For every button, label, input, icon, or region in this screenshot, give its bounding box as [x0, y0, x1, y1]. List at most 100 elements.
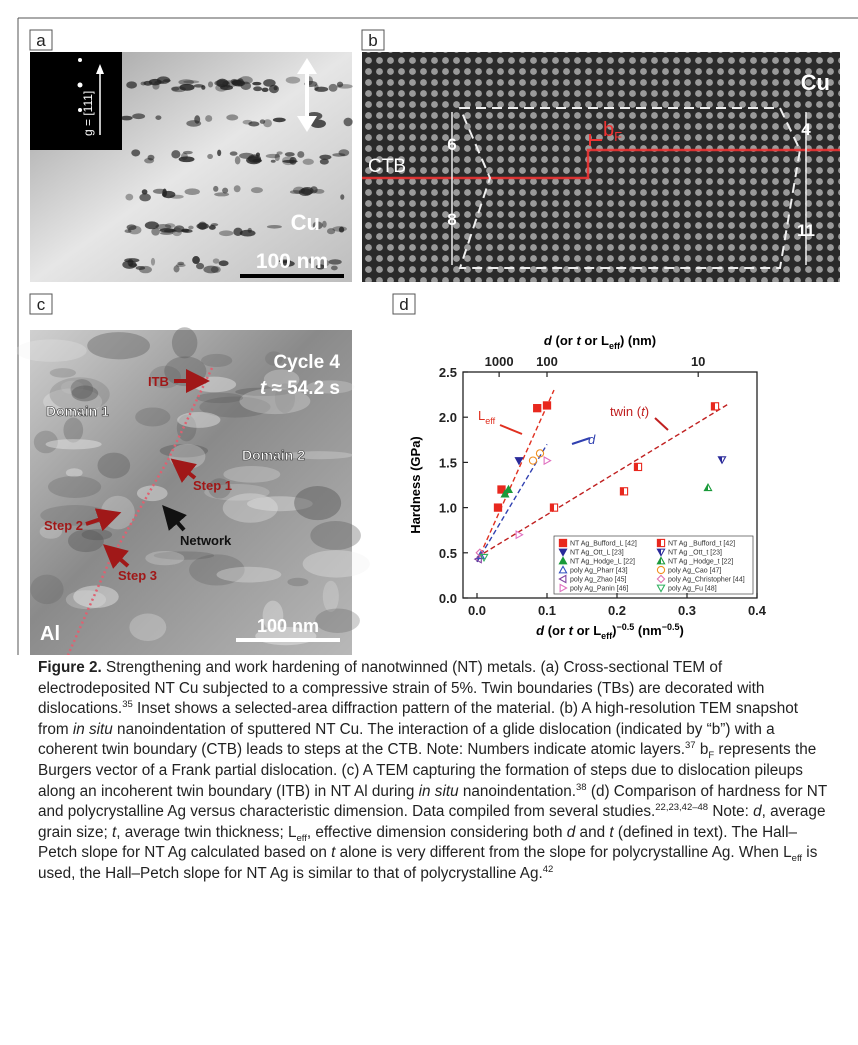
data-point	[529, 457, 536, 464]
step-label: Step 1	[193, 478, 232, 493]
legend-entry: poly Ag_Christopher [44]	[657, 575, 744, 583]
caption-text: , effective dimension considering both	[307, 824, 567, 841]
material-label: Al	[40, 623, 60, 645]
x-axis-label: d (or t or Leff)−0.5 (nm−0.5)	[536, 622, 684, 641]
inset-label: g = [111]	[81, 91, 95, 136]
panel-d: d Hardness (GPa) d (or t or Leff)−0.5 (n…	[393, 294, 767, 641]
legend-label: poly Ag_Pharr [43]	[570, 568, 628, 575]
panel-label: d	[399, 295, 408, 314]
fit-line	[477, 404, 729, 558]
scale-label: 100 nm	[256, 250, 328, 273]
y-tick-label: 2.5	[439, 365, 457, 380]
legend-swatch	[559, 539, 566, 546]
top-tick-label: 1000	[485, 354, 514, 369]
page: { "panels": { "a": {"label": "a", "inset…	[0, 0, 858, 1045]
caption-text: nanoindentation.	[459, 783, 576, 800]
legend-label: poly Ag_Christopher [44]	[668, 577, 745, 584]
data-point	[704, 484, 711, 490]
legend-entry: NT Ag _Ott_t [23]	[657, 549, 722, 556]
scale-label: 100 nm	[257, 616, 319, 636]
data-point	[711, 403, 718, 410]
legend-label: NT Ag _Ott_t [23]	[668, 550, 722, 557]
itb-label: ITB	[148, 374, 169, 389]
citation: 42	[543, 864, 554, 875]
data-point	[494, 504, 501, 511]
domain-label: Domain 1	[46, 403, 109, 419]
network-label: Network	[180, 533, 232, 548]
y-tick-label: 1.5	[439, 455, 457, 470]
legend-entry: NT Ag _Hodge_t [22]	[657, 557, 733, 565]
caption-text: , average twin thickness; L	[116, 824, 296, 841]
panel-label: c	[37, 295, 46, 314]
legend-label: poly Ag_Cao [47]	[668, 568, 721, 575]
panel-c: c Cycle 4 t ≈ 54.2 s ITB Domain 1 Domain…	[16, 294, 370, 655]
panel-b: b Cu CTB bF 6 8 4 11	[362, 30, 840, 282]
legend-label: NT Ag_Bufford_L [42]	[570, 541, 637, 548]
cycle-label: Cycle 4	[273, 352, 340, 373]
caption-italic: in situ	[419, 783, 459, 800]
domain-label: Domain 2	[242, 447, 305, 463]
layer-count: 11	[797, 221, 815, 240]
legend-label: NT Ag_Hodge_L [22]	[570, 559, 635, 566]
step-label: Step 3	[118, 568, 157, 583]
material-label: Cu	[291, 210, 320, 235]
time-label: t ≈ 54.2 s	[260, 378, 340, 399]
citation: 38	[576, 781, 587, 792]
fit-label: Leff	[478, 408, 496, 426]
hrtem-image	[362, 52, 840, 282]
panel-label: a	[36, 31, 46, 50]
data-point	[543, 402, 550, 409]
legend-swatch	[657, 539, 664, 546]
data-point	[544, 457, 550, 464]
citation: 35	[122, 699, 133, 710]
subscript: eff	[792, 853, 802, 864]
y-tick-label: 1.0	[439, 501, 457, 516]
caption-text: Note:	[708, 803, 753, 820]
legend-label: NT Ag _Bufford_t [42]	[668, 541, 735, 548]
x-tick-label: 0.1	[538, 603, 556, 618]
legend-entry: poly Ag_Panin [46]	[560, 584, 628, 592]
caption-italic: in situ	[73, 721, 113, 738]
material-label: Cu	[801, 70, 830, 95]
data-point	[550, 504, 557, 511]
caption-text: nanoindentation of sputtered NT Cu. The …	[38, 721, 775, 759]
step-label: Step 2	[44, 518, 83, 533]
y-axis-label: Hardness (GPa)	[408, 436, 423, 534]
top-tick-label: 10	[691, 354, 705, 369]
inset	[30, 52, 122, 150]
fit-label: twin (t)	[610, 404, 649, 419]
y-tick-label: 2.0	[439, 410, 457, 425]
layer-count: 6	[447, 135, 456, 154]
top-tick-label: 100	[536, 354, 558, 369]
legend-entry: NT Ag_Ott_L [23]	[559, 549, 623, 556]
figure: a g = [111] Cu 100 nm b Cu CTB bF 6 8 4 …	[0, 0, 858, 655]
layer-count: 8	[447, 210, 456, 229]
x-tick-label: 0.0	[468, 603, 486, 618]
caption-text: and	[575, 824, 609, 841]
legend-entry: poly Ag_Zhao [45]	[559, 575, 626, 583]
legend-entry: NT Ag_Bufford_L [42]	[559, 539, 636, 547]
x-tick-label: 0.3	[678, 603, 696, 618]
data-point	[620, 488, 627, 495]
legend-label: poly Ag_Zhao [45]	[570, 577, 626, 584]
subscript: eff	[296, 833, 306, 844]
citation: 22,23,42–48	[655, 802, 708, 813]
y-tick-label: 0.0	[439, 591, 457, 606]
legend-entry: NT Ag_Hodge_L [22]	[559, 557, 635, 565]
legend-label: NT Ag _Hodge_t [22]	[668, 559, 733, 566]
data-point	[634, 463, 641, 470]
ctb-label: CTB	[368, 156, 406, 177]
x-tick-label: 0.4	[748, 603, 767, 618]
caption-text: b	[696, 741, 709, 758]
panel-a: a g = [111] Cu 100 nm	[30, 30, 353, 282]
caption-italic: d	[753, 803, 762, 820]
legend-label: NT Ag_Ott_L [23]	[570, 550, 624, 557]
caption-text: alone is very different from the slope f…	[335, 844, 791, 861]
x-tick-label: 0.2	[608, 603, 626, 618]
legend-label: poly Ag_Fu [48]	[668, 586, 717, 593]
panel-label: b	[368, 31, 377, 50]
legend-entry: NT Ag _Bufford_t [42]	[657, 539, 735, 547]
data-point	[718, 457, 725, 463]
citation: 37	[685, 740, 696, 751]
legend-label: poly Ag_Panin [46]	[570, 586, 628, 593]
